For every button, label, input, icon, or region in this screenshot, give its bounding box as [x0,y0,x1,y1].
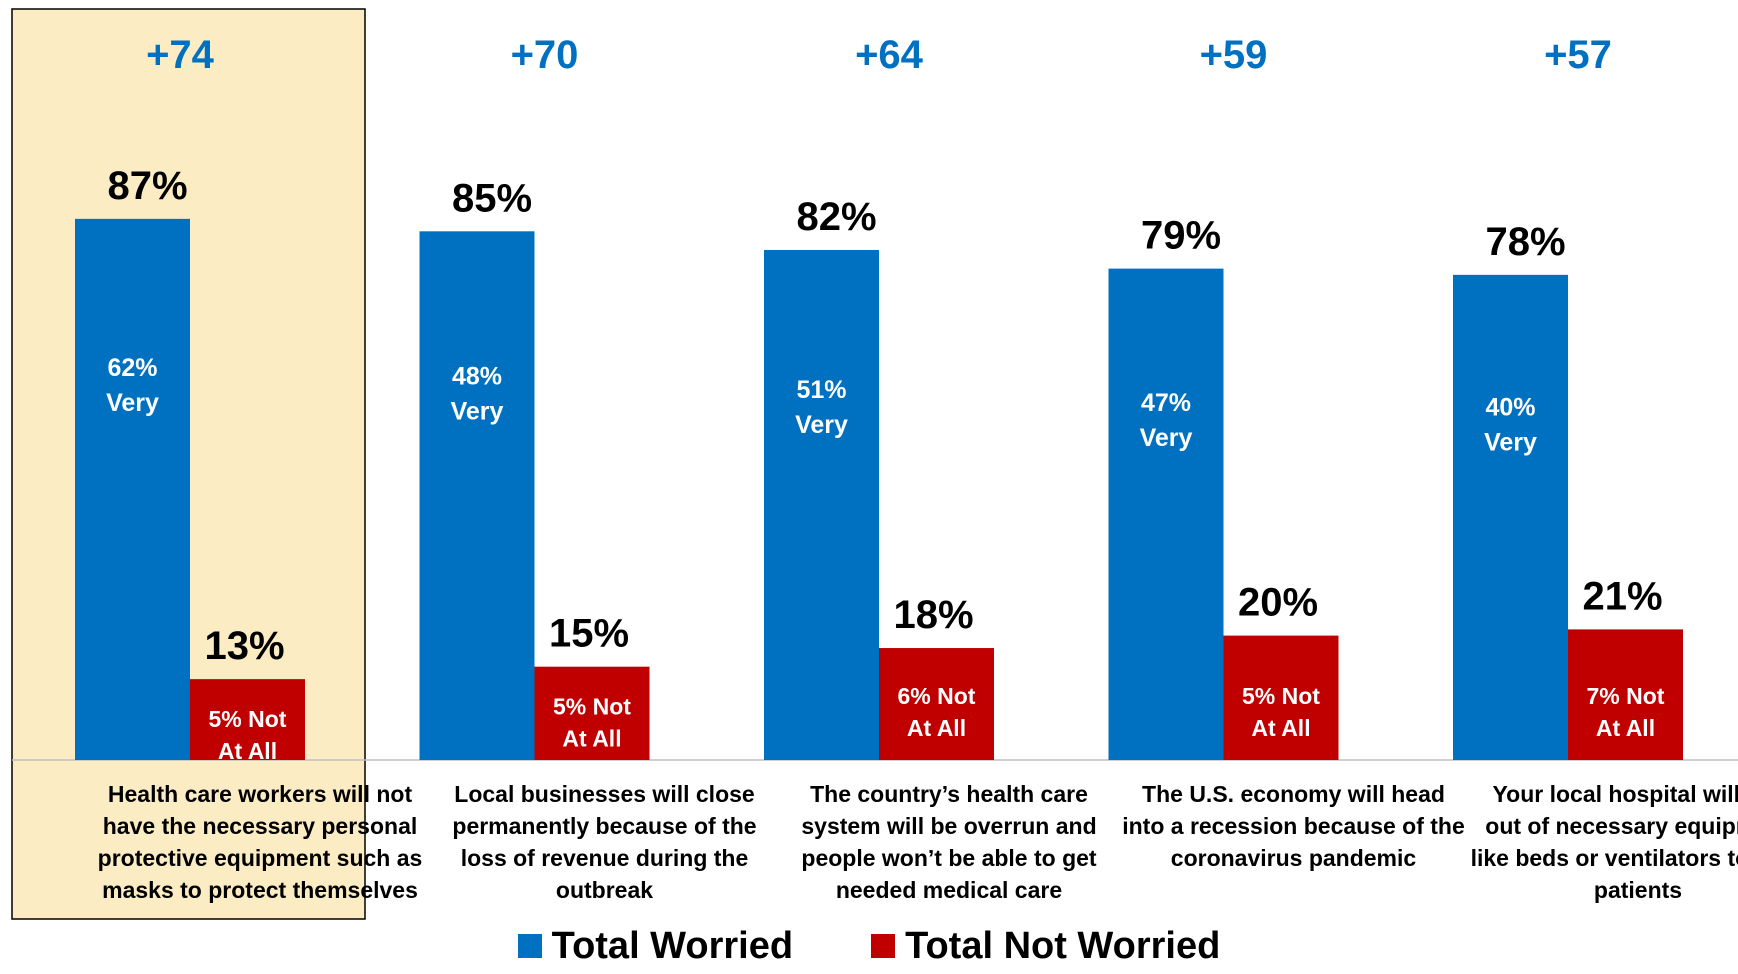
net-label-1: +74 [146,33,215,77]
category-label-4-line-3: coronavirus pandemic [1171,845,1417,871]
bar-total-not-worried-1 [190,679,305,760]
bar-total-worried-2 [419,231,535,761]
value-label-total-worried-5: 78% [1485,220,1565,264]
category-label-5-line-2: out of necessary equipment [1485,813,1738,839]
category-label-3-line-2: system will be overrun and [801,813,1096,839]
inner-label-very-pct-1: 62% [107,354,157,382]
net-label-5: +57 [1544,33,1612,77]
category-label-5-line-1: Your local hospital will run [1493,781,1738,807]
bar-total-not-worried-4 [1223,635,1339,760]
inner-label-not-at-all-pct-3: 6% Not [898,683,976,709]
category-label-4-line-2: into a recession because of the [1122,813,1465,839]
legend-label-total-worried: Total Worried [551,924,794,967]
inner-label-very-text-2: Very [451,398,504,426]
value-label-total-worried-4: 79% [1141,214,1221,258]
inner-label-not-at-all-text-2: At All [562,726,621,752]
inner-label-not-at-all-text-4: At All [1251,715,1310,741]
net-label-3: +64 [855,33,924,77]
inner-label-not-at-all-text-5: At All [1596,715,1655,741]
inner-label-very-text-4: Very [1140,424,1193,452]
category-label-3-line-1: The country’s health care [810,781,1088,807]
bar-total-worried-1 [75,218,190,761]
category-label-3-line-4: needed medical care [836,877,1062,903]
inner-label-not-at-all-pct-2: 5% Not [553,694,631,720]
inner-label-not-at-all-pct-4: 5% Not [1242,683,1320,709]
inner-label-very-pct-3: 51% [796,376,846,404]
inner-label-very-text-3: Very [795,411,848,439]
category-label-5-line-4: patients [1594,877,1682,903]
value-label-total-not-worried-2: 15% [549,612,629,656]
value-label-total-worried-3: 82% [796,195,876,239]
inner-label-very-text-1: Very [106,389,159,417]
legend-swatch-total-worried [517,934,542,958]
inner-label-not-at-all-pct-5: 7% Not [1587,683,1665,709]
bar-total-worried-5 [1453,274,1568,760]
category-label-4-line-1: The U.S. economy will head [1142,781,1445,807]
value-label-total-not-worried-3: 18% [893,593,973,637]
chart-legend: Total Worried Total Not Worried [0,922,1738,970]
category-label-5-line-3: like beds or ventilators to treat [1471,845,1738,871]
inner-label-very-pct-2: 48% [452,363,502,391]
net-label-4: +59 [1200,33,1268,77]
value-label-total-worried-1: 87% [107,164,187,208]
category-label-1-line-4: masks to protect themselves [102,877,418,903]
category-label-2-line-4: outbreak [556,877,653,903]
value-label-total-not-worried-4: 20% [1238,581,1318,625]
inner-label-very-text-5: Very [1484,429,1537,457]
bar-total-not-worried-5 [1568,629,1683,760]
value-label-total-not-worried-1: 13% [204,624,284,668]
inner-label-not-at-all-text-1: At All [218,738,277,764]
inner-label-not-at-all-text-3: At All [907,715,966,741]
category-label-2-line-1: Local businesses will close [454,781,754,807]
category-label-1-line-3: protective equipment such as [98,845,423,871]
inner-label-very-pct-5: 40% [1485,394,1535,422]
legend-label-total-not-worried: Total Not Worried [905,924,1221,967]
bar-total-not-worried-3 [879,648,994,760]
legend-item-total-not-worried: Total Not Worried [871,925,1220,968]
category-label-2-line-2: permanently because of the [452,813,756,839]
category-label-2-line-3: loss of revenue during the [461,845,749,871]
bar-total-worried-4 [1108,268,1224,760]
value-label-total-not-worried-5: 21% [1582,574,1662,618]
inner-label-not-at-all-pct-1: 5% Not [209,706,287,732]
inner-label-very-pct-4: 47% [1141,389,1191,417]
legend-swatch-total-not-worried [871,934,896,958]
net-label-2: +70 [511,33,579,77]
category-label-3-line-3: people won’t be able to get [801,845,1097,871]
category-label-1-line-1: Health care workers will not [108,781,413,807]
category-label-1-line-2: have the necessary personal [103,813,418,839]
bar-total-not-worried-2 [534,666,650,760]
legend-item-total-worried: Total Worried [517,924,794,968]
bar-total-worried-3 [764,249,879,760]
value-label-total-worried-2: 85% [452,176,532,220]
